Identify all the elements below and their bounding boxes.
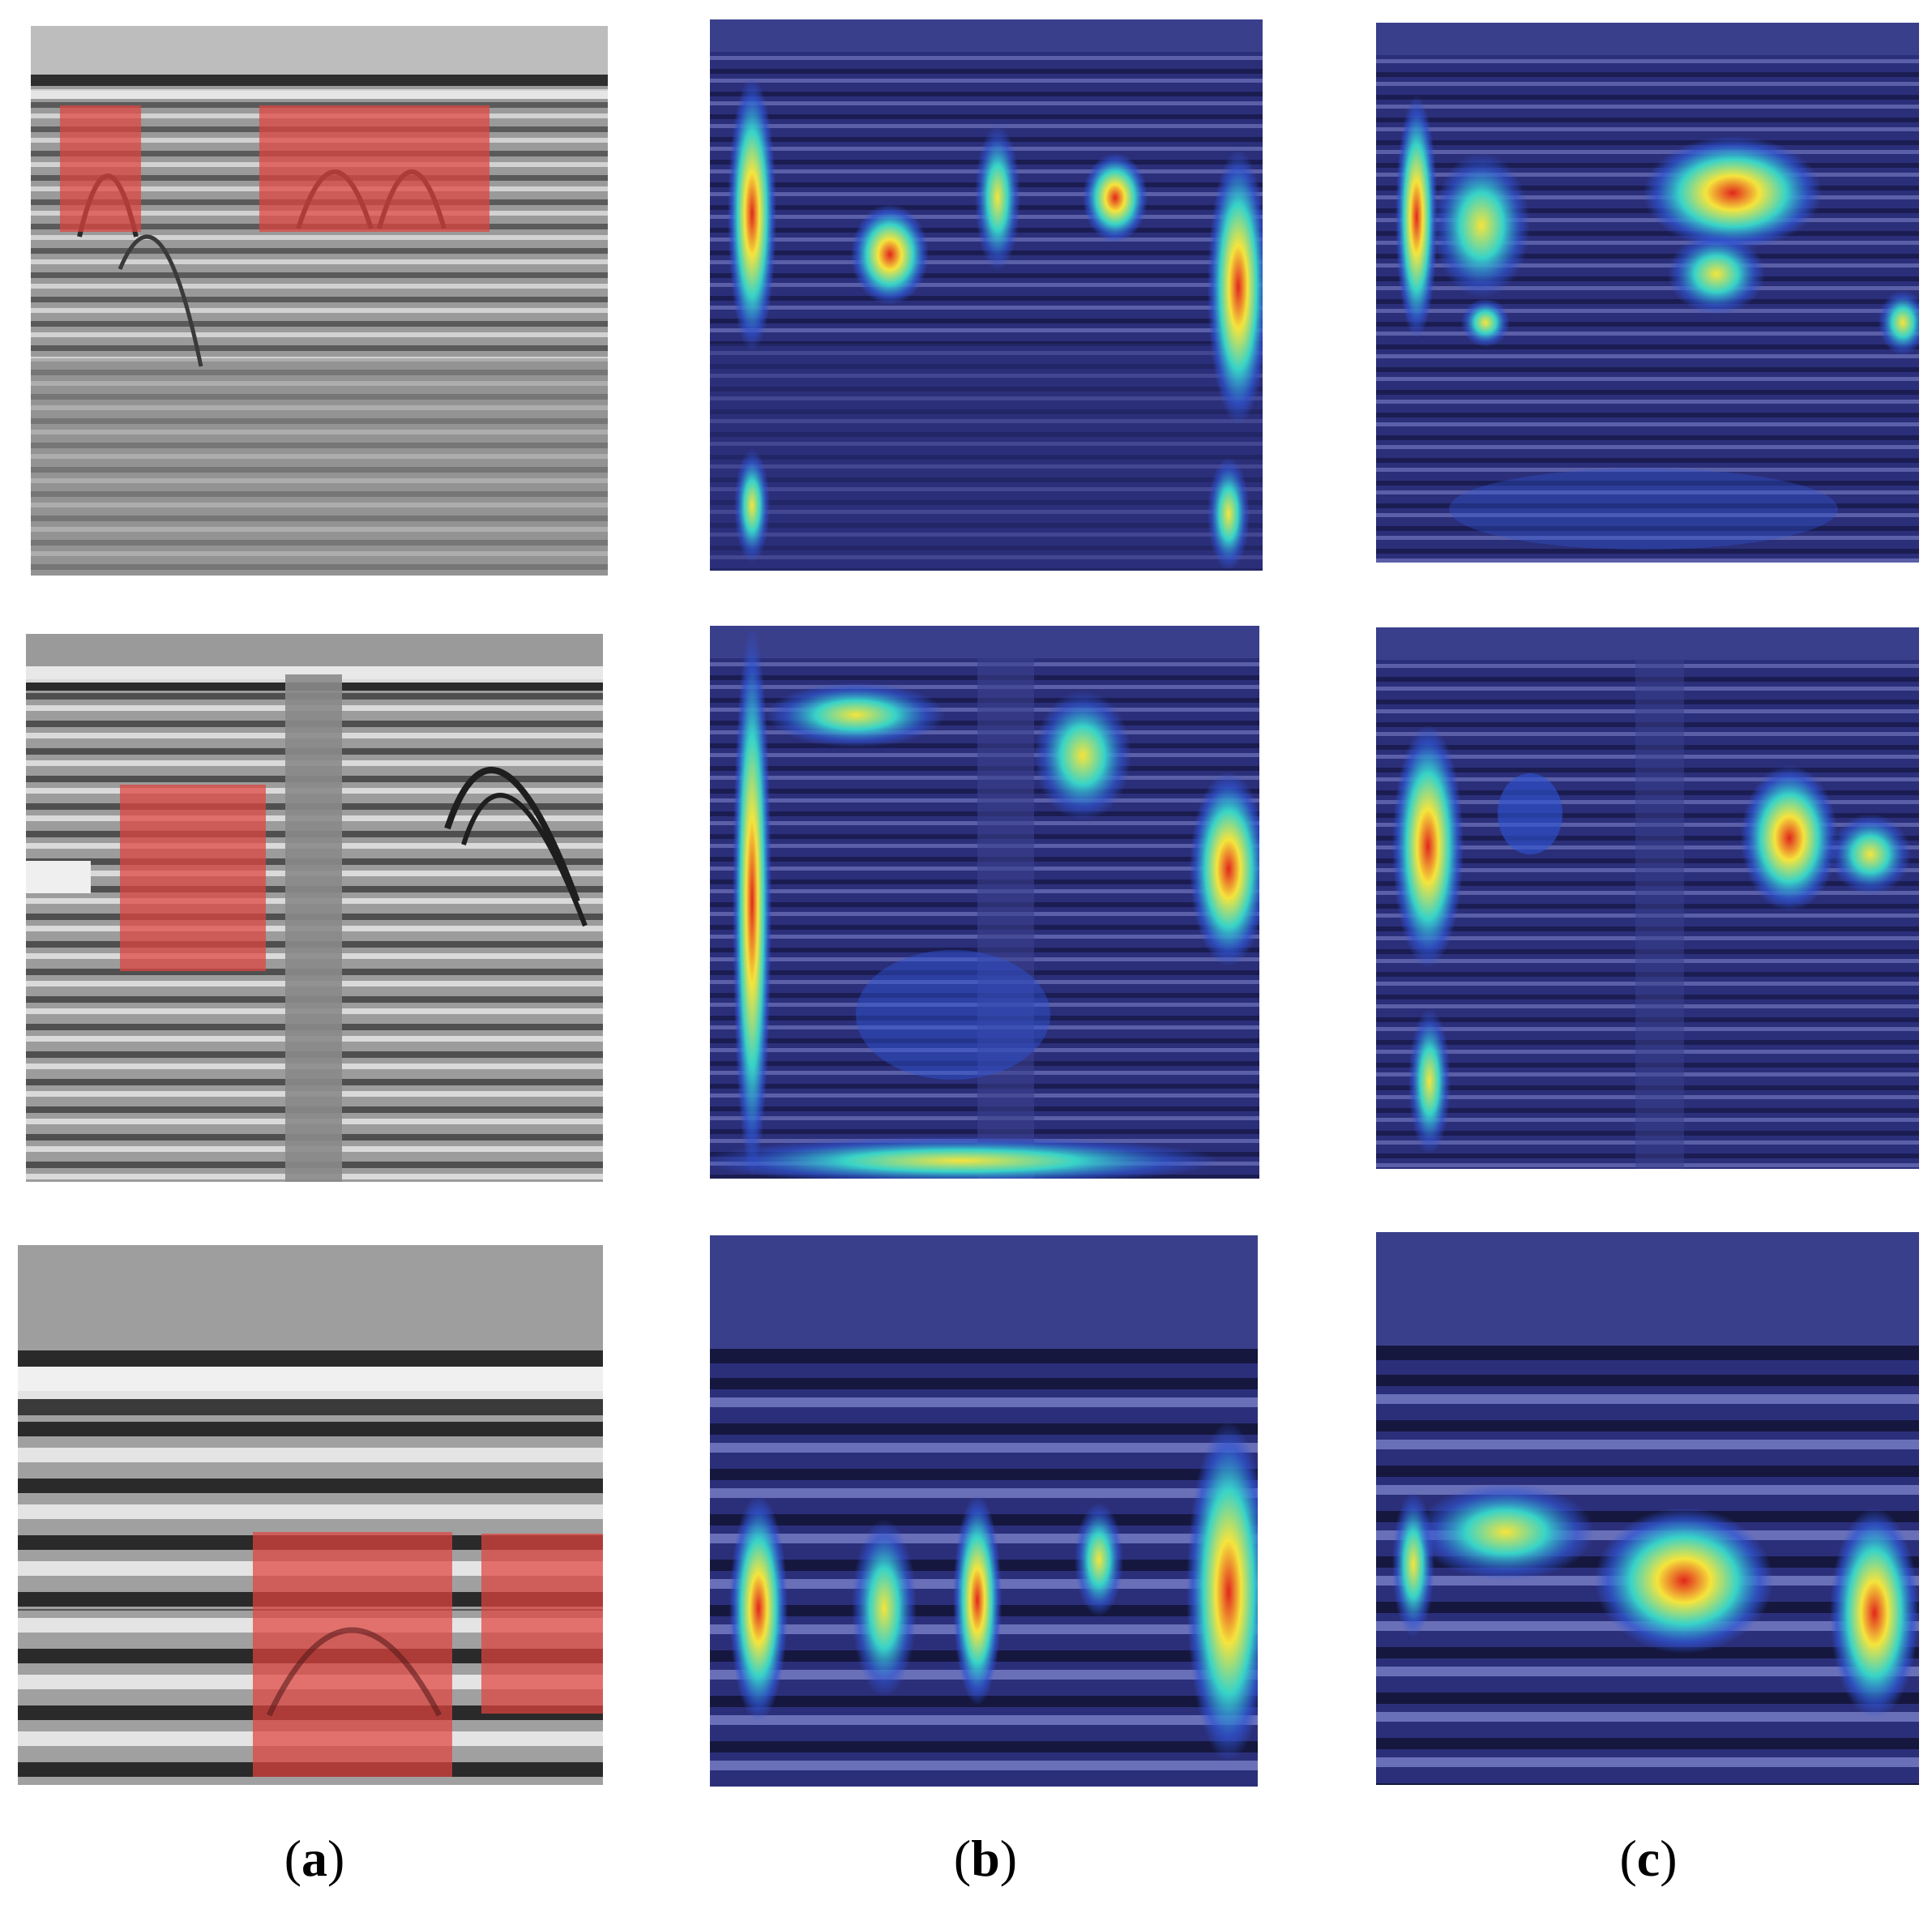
caption-letter: a	[301, 1830, 327, 1887]
detection-box	[120, 785, 266, 971]
heatmap-image	[1376, 627, 1919, 1169]
caption-close-paren: )	[1660, 1830, 1678, 1887]
heatmap-image	[1376, 1232, 1919, 1785]
heatmap-image	[710, 19, 1263, 571]
panel-row3-b	[710, 1235, 1258, 1787]
caption-open-paren: (	[1619, 1830, 1637, 1887]
panel-row2-c	[1376, 627, 1919, 1169]
caption-c: (c)	[1567, 1829, 1729, 1889]
caption-letter: b	[971, 1830, 1000, 1887]
detection-box	[60, 105, 141, 232]
detection-box	[253, 1532, 452, 1777]
panel-row1-a	[31, 26, 608, 576]
heatmap-image	[1376, 23, 1919, 563]
panel-row3-a	[18, 1245, 603, 1785]
caption-a: (a)	[233, 1829, 395, 1889]
heatmap-image	[710, 626, 1259, 1179]
radargram-image	[18, 1245, 603, 1785]
detection-box	[481, 1534, 603, 1714]
caption-open-paren: (	[953, 1830, 972, 1887]
panel-row2-a	[26, 634, 603, 1182]
radargram-image	[31, 26, 608, 576]
caption-close-paren: )	[999, 1830, 1018, 1887]
panel-row1-c	[1376, 23, 1919, 563]
caption-open-paren: (	[284, 1830, 301, 1887]
caption-close-paren: )	[327, 1830, 345, 1887]
caption-b: (b)	[904, 1829, 1066, 1889]
detection-box	[259, 105, 489, 232]
heatmap-image	[710, 1235, 1258, 1787]
caption-letter: c	[1636, 1830, 1661, 1887]
panel-row3-c	[1376, 1232, 1919, 1785]
radargram-image	[26, 634, 603, 1182]
panel-row1-b	[710, 19, 1263, 571]
panel-row2-b	[710, 626, 1259, 1179]
